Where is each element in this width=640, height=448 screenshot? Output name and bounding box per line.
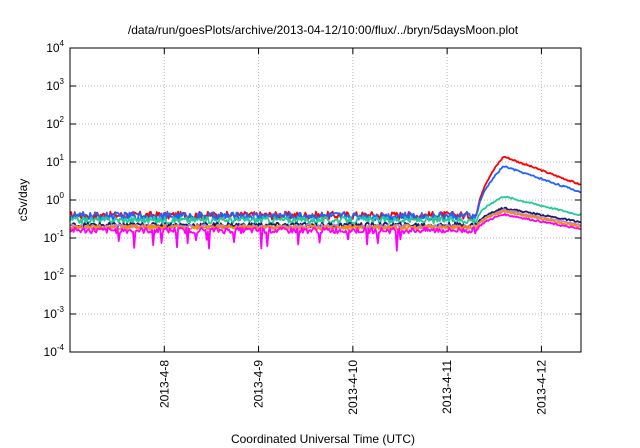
series-line bbox=[69, 195, 582, 225]
y-tick-label: 102 bbox=[46, 115, 64, 131]
axes: 10-4 10-3 10-2 10-1 100 101 102 103 104 2013-4-8 2… bbox=[44, 39, 581, 415]
series-line bbox=[69, 165, 582, 222]
chart-title: /data/run/goesPlots/archive/2013-04-12/1… bbox=[128, 23, 519, 37]
y-tick-label: 10-3 bbox=[44, 305, 65, 321]
x-tick-label: 2013-4-8 bbox=[157, 360, 171, 408]
y-tick-label: 10-4 bbox=[44, 343, 65, 359]
grid bbox=[70, 48, 581, 352]
y-tick-label: 104 bbox=[46, 39, 64, 55]
y-tick-label: 101 bbox=[46, 153, 64, 169]
y-tick-label: 100 bbox=[46, 191, 64, 207]
x-tick-label: 2013-4-12 bbox=[534, 360, 548, 415]
y-tick-label: 10-2 bbox=[44, 267, 65, 283]
y-tick-label: 10-1 bbox=[44, 229, 65, 245]
y-tick-label: 103 bbox=[46, 77, 64, 93]
y-axis-label: cSv/day bbox=[16, 179, 30, 222]
x-tick-label: 2013-4-10 bbox=[346, 360, 360, 415]
series-line bbox=[69, 212, 582, 252]
x-axis-label: Coordinated Universal Time (UTC) bbox=[231, 432, 415, 446]
x-tick-label: 2013-4-9 bbox=[252, 360, 266, 408]
x-tick-label: 2013-4-11 bbox=[440, 360, 454, 414]
series-layer bbox=[69, 155, 582, 252]
